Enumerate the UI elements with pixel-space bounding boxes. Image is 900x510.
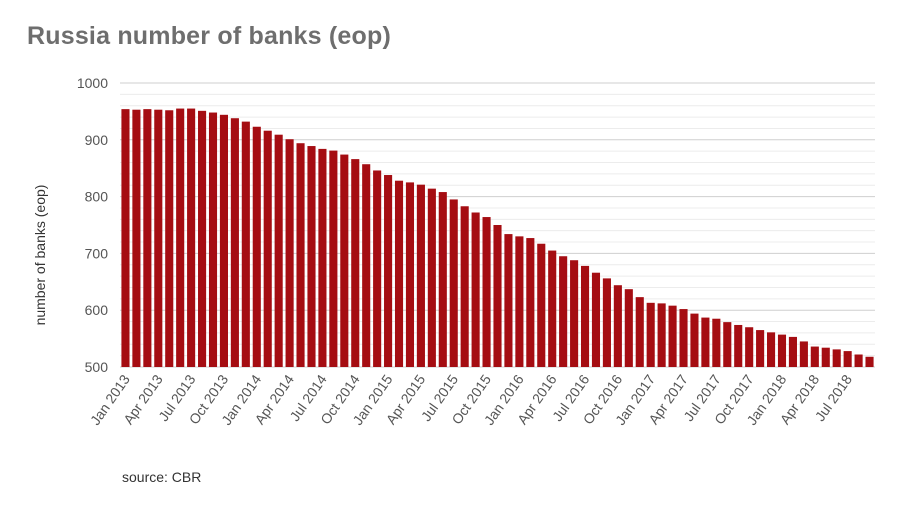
bar <box>121 109 130 367</box>
bar <box>799 341 808 367</box>
y-tick-label: 600 <box>85 302 109 318</box>
bar <box>526 238 535 367</box>
bar <box>460 206 469 367</box>
bar <box>416 184 425 367</box>
bar <box>821 347 830 367</box>
bar <box>351 159 360 367</box>
bar <box>449 199 458 367</box>
bar <box>143 109 152 367</box>
bar <box>263 130 272 367</box>
bar <box>285 139 294 367</box>
bar <box>427 188 436 367</box>
bar <box>613 285 622 367</box>
bar <box>384 175 393 367</box>
bar <box>646 302 655 367</box>
bar <box>745 327 754 367</box>
bar <box>241 121 250 368</box>
bar <box>548 250 557 367</box>
bar <box>187 108 196 367</box>
bar <box>219 114 228 367</box>
bar <box>865 356 874 367</box>
bar <box>373 170 382 367</box>
y-axis-label: number of banks (eop) <box>32 185 48 326</box>
bar <box>405 182 415 367</box>
y-axis-ticks: 500 600 700 800 900 1000 <box>77 75 108 375</box>
bar <box>624 289 633 367</box>
bar <box>132 109 141 367</box>
bar <box>788 336 797 367</box>
bar <box>176 108 185 367</box>
bar <box>690 313 699 367</box>
bar <box>668 305 677 367</box>
bar <box>493 225 502 367</box>
bar <box>165 110 174 367</box>
bar <box>438 192 447 367</box>
bar <box>570 260 579 367</box>
bars <box>121 108 874 368</box>
y-tick-label: 700 <box>85 245 109 261</box>
bar <box>208 112 218 367</box>
bar <box>559 256 568 367</box>
bar <box>340 154 349 367</box>
bar <box>362 164 371 367</box>
bar <box>843 351 852 367</box>
y-tick-label: 500 <box>85 359 109 375</box>
bar <box>723 322 732 367</box>
bar <box>854 354 863 367</box>
bar <box>777 334 787 367</box>
bar <box>471 212 480 367</box>
bar <box>591 272 601 367</box>
bar <box>602 278 611 367</box>
bar <box>296 143 305 367</box>
bar <box>635 297 644 367</box>
bar <box>252 126 261 368</box>
bar <box>307 146 316 367</box>
bar <box>482 217 491 367</box>
chart-title: Russia number of banks (eop) <box>27 22 391 50</box>
y-tick-label: 800 <box>85 189 109 205</box>
bar <box>712 318 721 367</box>
bar <box>810 346 819 367</box>
bar <box>198 110 207 367</box>
bar <box>537 243 546 367</box>
bar <box>230 118 239 367</box>
bar <box>734 324 743 367</box>
bar <box>767 332 776 367</box>
bar <box>274 134 283 367</box>
bar <box>154 109 163 367</box>
bar <box>701 317 710 367</box>
bar <box>329 150 338 367</box>
bar <box>394 180 404 367</box>
y-tick-label: 1000 <box>77 75 108 91</box>
bar <box>657 303 666 367</box>
bar <box>756 330 765 367</box>
y-tick-label: 900 <box>85 132 109 148</box>
bar <box>679 309 688 367</box>
bar <box>318 148 327 367</box>
bar <box>504 234 513 367</box>
bar <box>832 349 841 367</box>
bar <box>580 265 590 367</box>
source-note: source: CBR <box>122 469 202 485</box>
bar <box>515 236 524 367</box>
